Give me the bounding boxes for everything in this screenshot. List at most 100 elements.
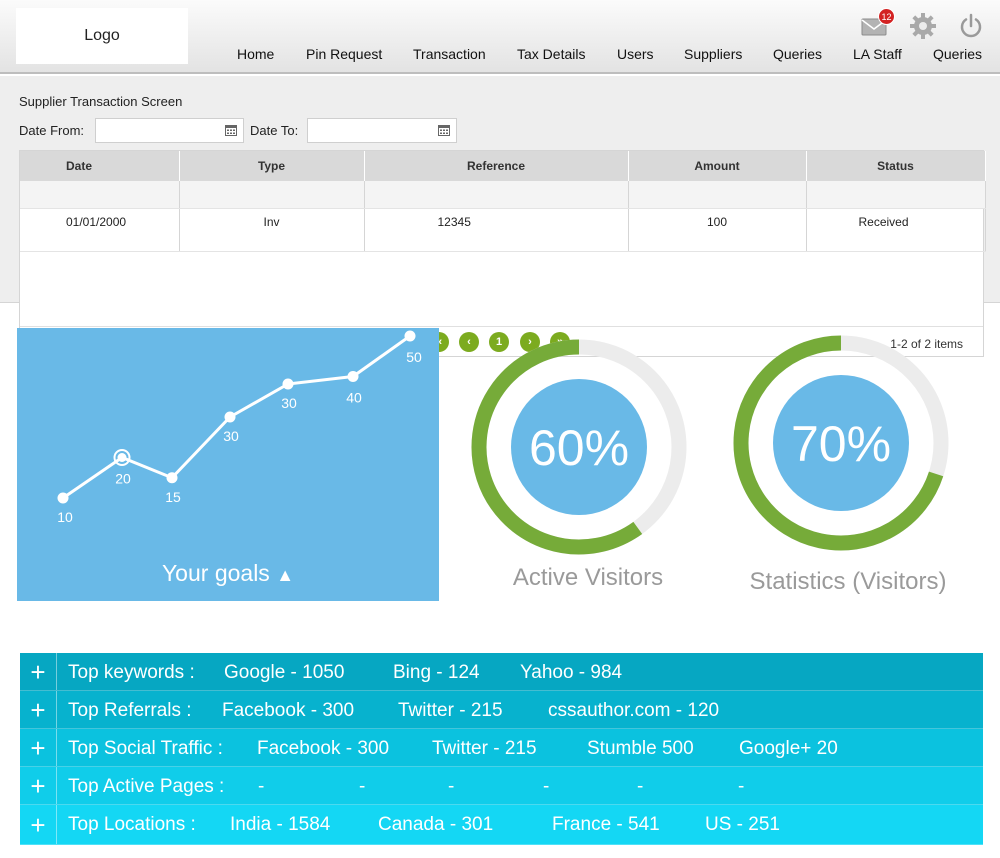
calendar-icon[interactable] bbox=[225, 124, 237, 136]
goals-caption-text: Your goals bbox=[161, 560, 270, 586]
donut-center bbox=[511, 379, 647, 515]
stats-panel: + Top keywords : Google - 1050 Bing - 12… bbox=[20, 653, 983, 845]
cell-date: 01/01/2000 bbox=[20, 208, 180, 252]
plus-icon[interactable]: + bbox=[20, 729, 57, 766]
filter-cell[interactable] bbox=[20, 181, 180, 209]
column-header-amount[interactable]: Amount bbox=[628, 151, 807, 181]
stats-item: - bbox=[543, 776, 550, 797]
stats-item: Twitter - 215 bbox=[398, 700, 503, 721]
stats-item: France - 541 bbox=[552, 814, 660, 835]
date-to-input[interactable] bbox=[307, 118, 457, 143]
column-header-type[interactable]: Type bbox=[179, 151, 365, 181]
stats-item: India - 1584 bbox=[230, 814, 331, 835]
goals-point[interactable] bbox=[166, 472, 178, 484]
nav-suppliers[interactable]: Suppliers bbox=[684, 46, 743, 62]
gear-icon[interactable] bbox=[909, 12, 937, 40]
goals-point[interactable] bbox=[117, 453, 127, 462]
logo[interactable]: Logo bbox=[16, 8, 188, 64]
nav-la-staff[interactable]: LA Staff bbox=[853, 46, 902, 62]
pager: « ‹ 1 › » 1-2 of 2 items bbox=[20, 326, 983, 356]
donut-percent-label: 60% bbox=[529, 420, 629, 476]
donut-value-arc bbox=[733, 335, 944, 551]
donut-center bbox=[773, 375, 909, 511]
filter-cell[interactable] bbox=[179, 181, 365, 209]
stats-row-social-traffic[interactable]: + Top Social Traffic : Facebook - 300 Tw… bbox=[20, 729, 983, 767]
stats-title: Top Locations : bbox=[68, 814, 196, 835]
items-info: 1-2 of 2 items bbox=[890, 337, 963, 351]
stats-row-keywords[interactable]: + Top keywords : Google - 1050 Bing - 12… bbox=[20, 653, 983, 691]
page-number-button[interactable]: 1 bbox=[489, 332, 509, 352]
column-header-reference[interactable]: Reference bbox=[364, 151, 629, 181]
stats-title: Top Social Traffic : bbox=[68, 738, 223, 759]
donut-value-arc bbox=[471, 339, 643, 555]
goals-value-label: 30 bbox=[223, 428, 239, 444]
nav-users[interactable]: Users bbox=[617, 46, 654, 62]
stats-title: Top keywords : bbox=[68, 662, 195, 683]
donut-caption-statistics: Statistics (Visitors) bbox=[749, 568, 947, 595]
goals-point[interactable] bbox=[57, 492, 69, 504]
stats-item: - bbox=[738, 776, 745, 797]
filter-cell[interactable] bbox=[364, 181, 629, 209]
filter-cell[interactable] bbox=[806, 181, 986, 209]
plus-icon[interactable]: + bbox=[20, 805, 57, 844]
triangle-up-icon: ▲ bbox=[276, 565, 295, 585]
top-header: Logo Home Pin Request Transaction Tax De… bbox=[0, 0, 1000, 74]
active-visitors-donut: 60% bbox=[471, 339, 687, 555]
nav-queries[interactable]: Queries bbox=[773, 46, 823, 62]
stats-item: - bbox=[637, 776, 644, 797]
column-header-date[interactable]: Date bbox=[20, 151, 180, 181]
column-header-status[interactable]: Status bbox=[806, 151, 986, 181]
stats-item: Canada - 301 bbox=[378, 814, 494, 835]
goals-value-label: 15 bbox=[165, 489, 181, 505]
stats-item: Facebook - 300 bbox=[222, 700, 355, 721]
stats-item: Yahoo - 984 bbox=[520, 662, 623, 683]
nav-queries-2[interactable]: Queries bbox=[933, 46, 983, 62]
stats-item: - bbox=[359, 776, 366, 797]
nav-home[interactable]: Home bbox=[237, 46, 275, 62]
goals-value-label: 20 bbox=[115, 471, 131, 487]
plus-icon[interactable]: + bbox=[20, 691, 57, 728]
plus-icon[interactable]: + bbox=[20, 653, 57, 690]
date-from-input[interactable] bbox=[95, 118, 244, 143]
date-to-label: Date To: bbox=[250, 123, 299, 138]
goals-point[interactable] bbox=[282, 378, 294, 390]
cell-amount: 100 bbox=[628, 208, 807, 252]
nav-pin-request[interactable]: Pin Request bbox=[306, 46, 383, 62]
stats-title: Top Referrals : bbox=[68, 700, 192, 721]
stats-item: US - 251 bbox=[705, 814, 780, 835]
notification-badge: 12 bbox=[878, 8, 895, 25]
stats-item: Stumble 500 bbox=[587, 738, 694, 759]
stats-row-referrals[interactable]: + Top Referrals : Facebook - 300 Twitter… bbox=[20, 691, 983, 729]
power-icon[interactable] bbox=[957, 12, 985, 40]
goals-point[interactable] bbox=[347, 371, 359, 382]
filter-cell[interactable] bbox=[628, 181, 807, 209]
nav-transaction[interactable]: Transaction bbox=[413, 46, 486, 62]
calendar-icon[interactable] bbox=[438, 124, 450, 136]
goals-point[interactable] bbox=[404, 330, 416, 342]
stats-item: Google+ 20 bbox=[739, 738, 838, 759]
stats-item: - bbox=[448, 776, 455, 797]
goals-point[interactable] bbox=[224, 411, 236, 423]
goals-line-chart: 10 20 15 30 30 40 50 bbox=[57, 330, 422, 525]
goals-value-label: 50 bbox=[406, 349, 422, 365]
stats-row-locations[interactable]: + Top Locations : India - 1584 Canada - … bbox=[20, 805, 983, 845]
stats-row-active-pages[interactable]: + Top Active Pages : - - - - - - bbox=[20, 767, 983, 805]
nav-tax-details[interactable]: Tax Details bbox=[517, 46, 586, 62]
next-page-button[interactable]: › bbox=[520, 332, 540, 352]
date-from-label: Date From: bbox=[19, 123, 85, 138]
stats-item: Facebook - 300 bbox=[257, 738, 390, 759]
table-row[interactable]: 01/01/2000 Inv 12345 100 Received bbox=[20, 208, 986, 252]
stats-item: cssauthor.com - 120 bbox=[548, 700, 720, 721]
transaction-panel: Supplier Transaction Screen Date From: D… bbox=[0, 76, 1000, 357]
cell-type: Inv bbox=[179, 208, 365, 252]
stats-title: Top Active Pages : bbox=[68, 776, 225, 797]
plus-icon[interactable]: + bbox=[20, 767, 57, 804]
statistics-visitors-donut: 70% bbox=[733, 335, 949, 551]
prev-page-button[interactable]: ‹ bbox=[459, 332, 479, 352]
cell-status: Received bbox=[806, 208, 986, 252]
donut-caption-active-visitors: Active Visitors bbox=[512, 564, 664, 591]
goals-value-label: 40 bbox=[346, 390, 362, 406]
screen-title: Supplier Transaction Screen bbox=[19, 94, 183, 109]
goals-value-label: 30 bbox=[281, 395, 297, 411]
cell-reference: 12345 bbox=[364, 208, 629, 252]
